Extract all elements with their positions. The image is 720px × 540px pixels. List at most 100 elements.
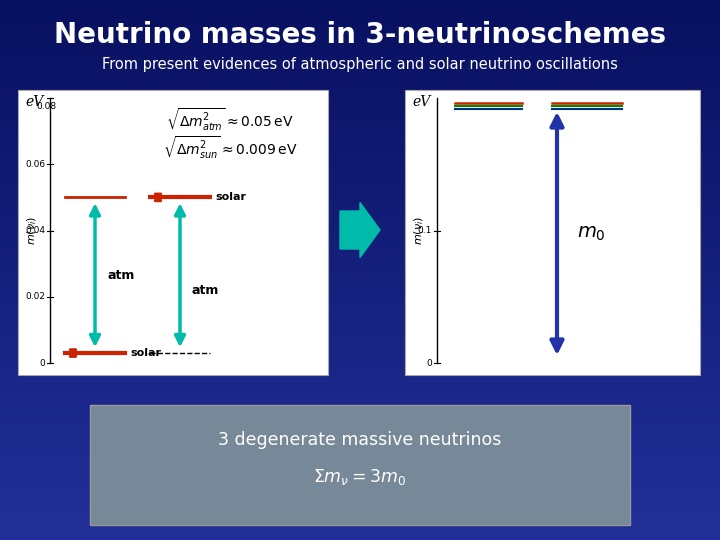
Bar xyxy=(0,305,720,306)
Bar xyxy=(0,254,720,255)
Bar xyxy=(0,462,720,463)
Bar xyxy=(0,284,720,285)
Bar xyxy=(0,488,720,489)
Bar xyxy=(0,176,720,177)
Bar xyxy=(0,505,720,506)
Bar xyxy=(0,119,720,120)
Bar xyxy=(0,164,720,165)
Bar xyxy=(0,325,720,326)
Bar xyxy=(0,10,720,11)
Bar xyxy=(0,308,720,309)
Bar xyxy=(0,184,720,185)
Bar xyxy=(0,496,720,497)
Bar xyxy=(0,126,720,127)
Bar xyxy=(0,56,720,57)
Bar xyxy=(0,122,720,123)
Bar xyxy=(0,468,720,469)
Bar xyxy=(0,169,720,170)
Bar xyxy=(0,75,720,76)
Bar xyxy=(0,342,720,343)
Bar xyxy=(0,451,720,452)
Bar xyxy=(0,172,720,173)
Bar xyxy=(0,529,720,530)
Bar xyxy=(0,45,720,46)
Bar xyxy=(0,442,720,443)
Bar xyxy=(0,315,720,316)
Bar xyxy=(0,487,720,488)
Bar xyxy=(0,516,720,517)
Bar xyxy=(0,88,720,89)
Bar xyxy=(0,7,720,8)
Bar xyxy=(0,361,720,362)
Bar xyxy=(0,175,720,176)
Bar xyxy=(0,100,720,101)
Bar xyxy=(0,329,720,330)
Bar xyxy=(0,229,720,230)
Bar xyxy=(0,58,720,59)
Bar xyxy=(0,44,720,45)
Bar xyxy=(0,429,720,430)
Bar xyxy=(0,376,720,377)
Bar xyxy=(0,485,720,486)
Bar xyxy=(0,251,720,252)
Bar xyxy=(0,314,720,315)
Bar xyxy=(0,149,720,150)
Text: 0.02: 0.02 xyxy=(25,292,45,301)
Bar xyxy=(0,41,720,42)
Bar xyxy=(0,395,720,396)
Bar xyxy=(0,295,720,296)
Bar xyxy=(0,260,720,261)
Bar xyxy=(0,14,720,15)
Bar xyxy=(0,381,720,382)
Bar xyxy=(0,392,720,393)
Bar xyxy=(0,106,720,107)
Bar xyxy=(0,521,720,522)
Bar xyxy=(0,375,720,376)
Text: eV: eV xyxy=(412,95,431,109)
Bar xyxy=(0,438,720,439)
Bar xyxy=(0,158,720,159)
Bar xyxy=(0,503,720,504)
Bar xyxy=(0,296,720,297)
Bar xyxy=(0,481,720,482)
Bar xyxy=(0,132,720,133)
Bar xyxy=(0,348,720,349)
Bar xyxy=(0,520,720,521)
Bar xyxy=(0,366,720,367)
Bar xyxy=(0,153,720,154)
Bar xyxy=(0,12,720,13)
Bar xyxy=(0,155,720,156)
Bar xyxy=(0,508,720,509)
Bar xyxy=(0,476,720,477)
Bar xyxy=(0,456,720,457)
Bar xyxy=(0,428,720,429)
Bar xyxy=(0,198,720,199)
Bar xyxy=(0,473,720,474)
Bar xyxy=(0,252,720,253)
Bar xyxy=(0,356,720,357)
Bar xyxy=(0,483,720,484)
Bar xyxy=(0,246,720,247)
Bar xyxy=(0,227,720,228)
Bar xyxy=(0,279,720,280)
Bar xyxy=(0,275,720,276)
Bar xyxy=(0,22,720,23)
Bar xyxy=(0,256,720,257)
Bar xyxy=(0,359,720,360)
Bar xyxy=(0,338,720,339)
Bar xyxy=(0,107,720,108)
Bar xyxy=(0,294,720,295)
Bar xyxy=(0,477,720,478)
Bar xyxy=(0,474,720,475)
Bar xyxy=(0,163,720,164)
Bar xyxy=(0,127,720,128)
Bar xyxy=(0,470,720,471)
Bar xyxy=(0,300,720,301)
Bar xyxy=(0,393,720,394)
Text: $\Sigma m_\nu = 3m_0$: $\Sigma m_\nu = 3m_0$ xyxy=(313,467,407,487)
Bar xyxy=(0,336,720,337)
Bar xyxy=(0,465,720,466)
Text: 0.06: 0.06 xyxy=(25,160,45,168)
Bar xyxy=(0,322,720,323)
Bar xyxy=(0,95,720,96)
